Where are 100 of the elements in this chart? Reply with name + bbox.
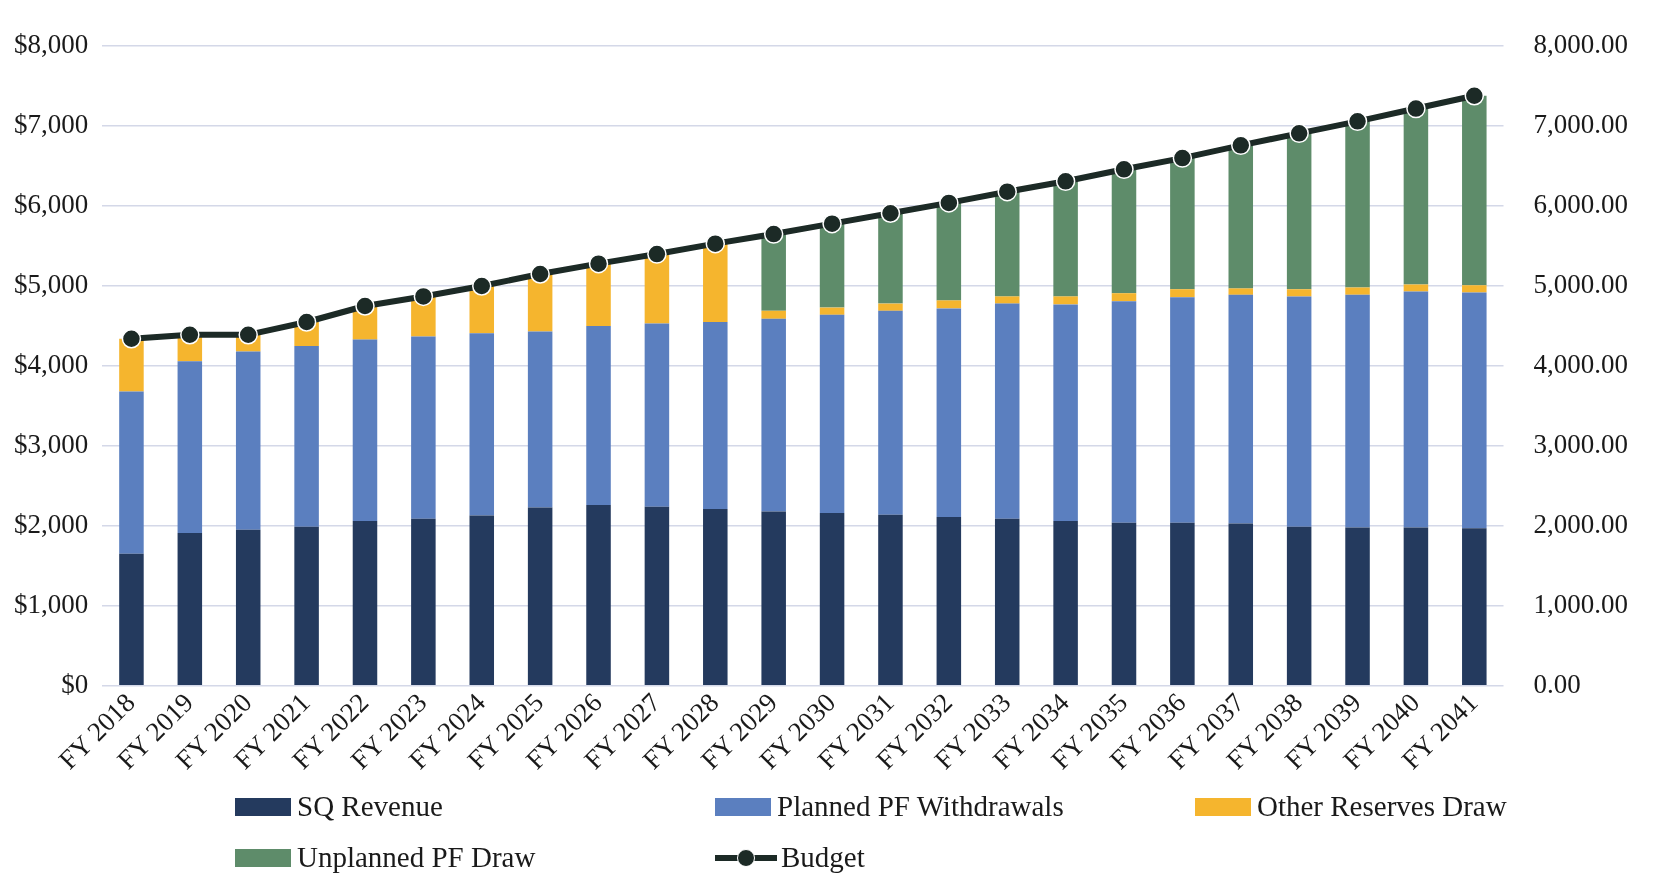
bar — [1403, 291, 1429, 528]
point — [1464, 86, 1485, 106]
bar — [1345, 287, 1370, 295]
bar — [1403, 527, 1429, 685]
bar — [1228, 294, 1254, 524]
bar — [761, 318, 786, 512]
bar — [1111, 522, 1137, 685]
bar — [1345, 121, 1370, 288]
point — [472, 276, 492, 296]
bar — [936, 517, 962, 685]
y-tick-label: $1,000 — [14, 588, 89, 619]
bar — [1286, 133, 1312, 290]
bar — [1170, 297, 1195, 523]
point — [238, 325, 258, 345]
bar — [644, 323, 670, 507]
bar — [411, 336, 436, 519]
legend-label: SQ Revenue — [297, 790, 443, 823]
bar — [1228, 145, 1254, 289]
bar — [1286, 296, 1312, 527]
bar — [177, 361, 203, 534]
point — [355, 296, 375, 316]
bar — [352, 521, 378, 685]
point — [1289, 123, 1309, 144]
bar — [703, 322, 728, 510]
legend-label: Other Reserves Draw — [1257, 790, 1507, 823]
bar — [994, 191, 1020, 297]
point — [296, 312, 317, 332]
bar — [1345, 294, 1370, 528]
bar — [1170, 522, 1195, 685]
bar — [819, 314, 845, 514]
bar — [1228, 523, 1254, 685]
point — [822, 213, 842, 234]
point — [880, 203, 901, 224]
bar — [352, 339, 378, 522]
y-tick-label: $0 — [61, 668, 89, 699]
point — [705, 233, 726, 254]
y-tick-label: $6,000 — [14, 189, 89, 220]
y2-tick-label: 7,000.00 — [1533, 109, 1628, 140]
bar — [1403, 284, 1429, 292]
point — [939, 193, 959, 213]
bar — [469, 333, 495, 516]
y-tick-label: $4,000 — [14, 349, 89, 380]
y2-tick-label: 4,000.00 — [1533, 349, 1628, 380]
point — [997, 181, 1017, 202]
bar — [936, 300, 962, 309]
y2-tick-label: 6,000.00 — [1533, 189, 1628, 220]
bar — [1170, 289, 1195, 298]
bar — [819, 513, 845, 685]
bar — [1053, 296, 1078, 305]
point — [1114, 159, 1134, 180]
bar — [819, 223, 845, 308]
bar — [1111, 301, 1137, 523]
point — [647, 244, 667, 264]
bar — [878, 310, 903, 515]
bar — [761, 511, 786, 685]
y-tick-label: $5,000 — [14, 269, 89, 300]
bar — [994, 303, 1020, 519]
legend-label: Planned PF Withdrawals — [777, 790, 1064, 823]
bar — [411, 518, 436, 685]
bar — [761, 310, 786, 319]
point — [180, 325, 200, 345]
bar — [1462, 292, 1487, 529]
bar — [878, 303, 903, 311]
bar — [1286, 289, 1312, 297]
bar — [1170, 158, 1195, 290]
bar — [1462, 285, 1487, 293]
y2-tick-label: 0.00 — [1533, 668, 1581, 699]
point — [763, 224, 784, 244]
y2-tick-label: 1,000.00 — [1533, 588, 1628, 619]
bar — [1462, 528, 1487, 685]
bar — [1286, 526, 1312, 685]
bar — [1053, 304, 1078, 522]
bar — [235, 351, 261, 530]
y2-tick-label: 5,000.00 — [1533, 269, 1628, 300]
point — [1347, 111, 1368, 132]
bar — [527, 331, 553, 508]
bar — [703, 243, 728, 322]
point — [530, 264, 550, 284]
legend-label: Unplanned PF Draw — [297, 841, 536, 874]
y2-tick-label: 2,000.00 — [1533, 508, 1628, 539]
bar — [469, 515, 495, 685]
bar — [1462, 95, 1487, 286]
point — [121, 329, 142, 349]
point — [1231, 135, 1251, 156]
bar — [235, 529, 261, 685]
bar — [1053, 181, 1078, 297]
bar — [1403, 108, 1429, 285]
legend-label: Budget — [781, 841, 865, 874]
bar — [294, 345, 319, 527]
point — [1172, 148, 1193, 168]
bar — [586, 325, 611, 506]
bar — [586, 505, 611, 685]
bar — [819, 307, 845, 315]
bar — [177, 533, 203, 685]
bar — [878, 213, 903, 304]
bar — [644, 506, 670, 685]
bar — [1111, 293, 1137, 302]
bar — [119, 391, 144, 554]
bar — [703, 509, 728, 685]
point — [1055, 171, 1076, 192]
